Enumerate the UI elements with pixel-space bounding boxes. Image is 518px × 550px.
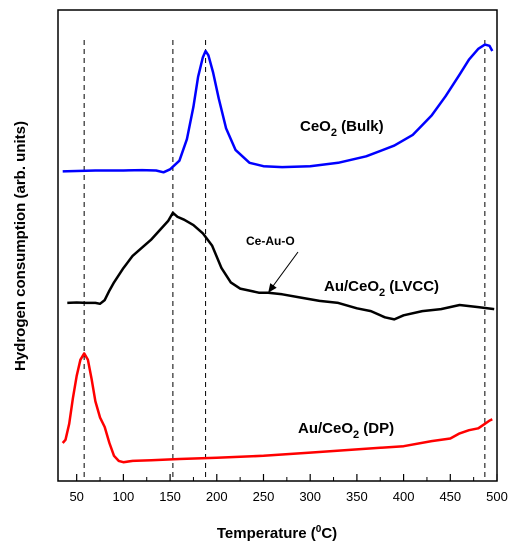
- series-label-au-ceo2-lvcc: Au/CeO2 (LVCC): [324, 278, 439, 299]
- x-tick-label-400: 400: [393, 489, 415, 504]
- x-tick-label-100: 100: [113, 489, 135, 504]
- x-tick-label-350: 350: [346, 489, 368, 504]
- series-line-ceo2-bulk: [62, 43, 494, 174]
- series-line-au-ceo2-dp: [61, 352, 493, 464]
- x-tick-label-50: 50: [69, 489, 83, 504]
- series-line-au-ceo2-lvcc: [67, 211, 495, 321]
- plot-frame: [57, 9, 498, 482]
- x-tick-label-200: 200: [206, 489, 228, 504]
- x-tick-label-250: 250: [253, 489, 275, 504]
- x-tick-label-500: 500: [486, 489, 508, 504]
- annotation-ce-au-o: Ce-Au-O: [246, 234, 295, 248]
- x-axis-ticks: 50 100 150 200 250 300 350 400 450 500: [69, 474, 508, 504]
- series-lines: [61, 43, 495, 464]
- x-tick-label-300: 300: [299, 489, 321, 504]
- annotation-arrowhead: [268, 283, 277, 293]
- x-tick-label-450: 450: [439, 489, 461, 504]
- x-tick-label-150: 150: [159, 489, 181, 504]
- series-label-au-ceo2-dp: Au/CeO2 (DP): [298, 420, 394, 441]
- x-axis-title: Temperature (0C): [217, 524, 337, 542]
- y-axis-title: Hydrogen consumption (arb. units): [12, 121, 29, 371]
- series-label-ceo2-bulk: CeO2 (Bulk): [300, 118, 384, 139]
- reference-lines: [83, 40, 486, 481]
